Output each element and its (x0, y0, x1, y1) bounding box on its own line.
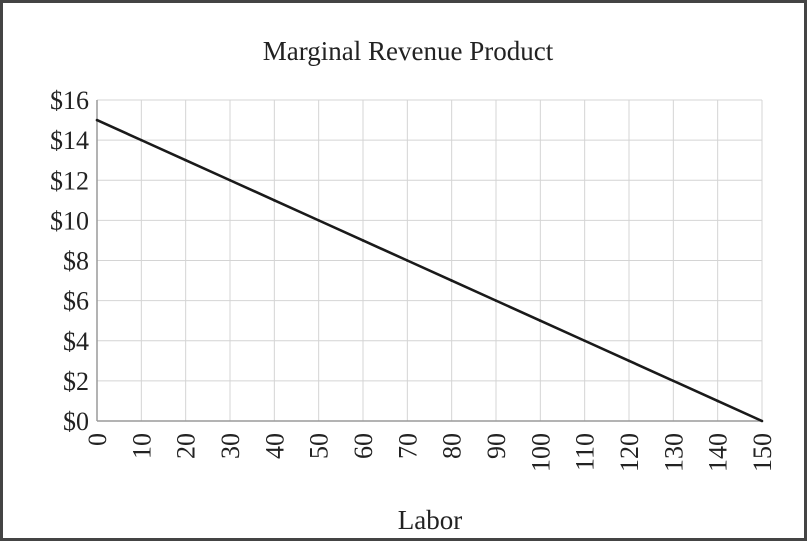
x-tick-label: 40 (260, 433, 289, 459)
data-point (539, 319, 542, 322)
x-tick-label: 110 (571, 433, 600, 471)
y-tick-label: $10 (50, 206, 89, 235)
y-tick-label: $2 (63, 367, 89, 396)
data-point (228, 178, 232, 182)
x-tick-label: 20 (172, 433, 201, 459)
data-point (140, 138, 143, 142)
data-point (273, 199, 276, 202)
data-point (184, 158, 187, 162)
data-point (95, 118, 99, 122)
x-axis-label: Labor (398, 505, 462, 535)
series-line (96, 118, 763, 423)
data-point (583, 339, 586, 343)
mrp-line-chart: Marginal Revenue Product $0 $2 $4 $6 $8 $10 $1… (50, 36, 777, 535)
data-point (672, 379, 675, 383)
data-point (494, 299, 498, 302)
x-tick-label: 80 (438, 433, 467, 459)
data-point (760, 419, 764, 423)
x-tick-label: 150 (748, 433, 777, 472)
data-point (627, 359, 631, 363)
axes (96, 100, 762, 422)
x-tick-label: 130 (659, 433, 688, 472)
y-axis-ticks: $0 $2 $4 $6 $8 $10 $12 $14 $16 (50, 86, 89, 436)
data-point (317, 219, 320, 222)
y-tick-label: $0 (63, 407, 89, 436)
x-tick-label: 140 (704, 433, 733, 472)
x-tick-label: 90 (482, 433, 511, 459)
y-tick-label: $14 (50, 126, 89, 155)
data-point (361, 239, 365, 242)
x-tick-label: 30 (216, 433, 245, 459)
y-tick-label: $16 (50, 86, 89, 115)
x-axis-ticks: 0 10 20 30 40 50 60 70 80 90 100 110 120 130 140 150 (83, 433, 777, 472)
chart-title: Marginal Revenue Product (263, 36, 554, 66)
x-tick-label: 10 (127, 433, 156, 459)
y-tick-label: $8 (63, 247, 89, 276)
data-point (406, 259, 409, 262)
x-tick-label: 60 (349, 433, 378, 459)
x-tick-label: 70 (393, 433, 422, 459)
y-tick-label: $12 (50, 166, 89, 195)
series-group (95, 118, 764, 423)
x-tick-label: 120 (615, 433, 644, 472)
y-tick-label: $4 (63, 327, 89, 356)
x-tick-label: 50 (305, 433, 334, 459)
data-point (450, 279, 453, 282)
x-tick-label: 100 (526, 433, 555, 472)
data-point (716, 399, 719, 403)
x-tick-label: 0 (83, 433, 112, 446)
y-tick-label: $6 (63, 287, 89, 316)
grid (96, 99, 763, 422)
